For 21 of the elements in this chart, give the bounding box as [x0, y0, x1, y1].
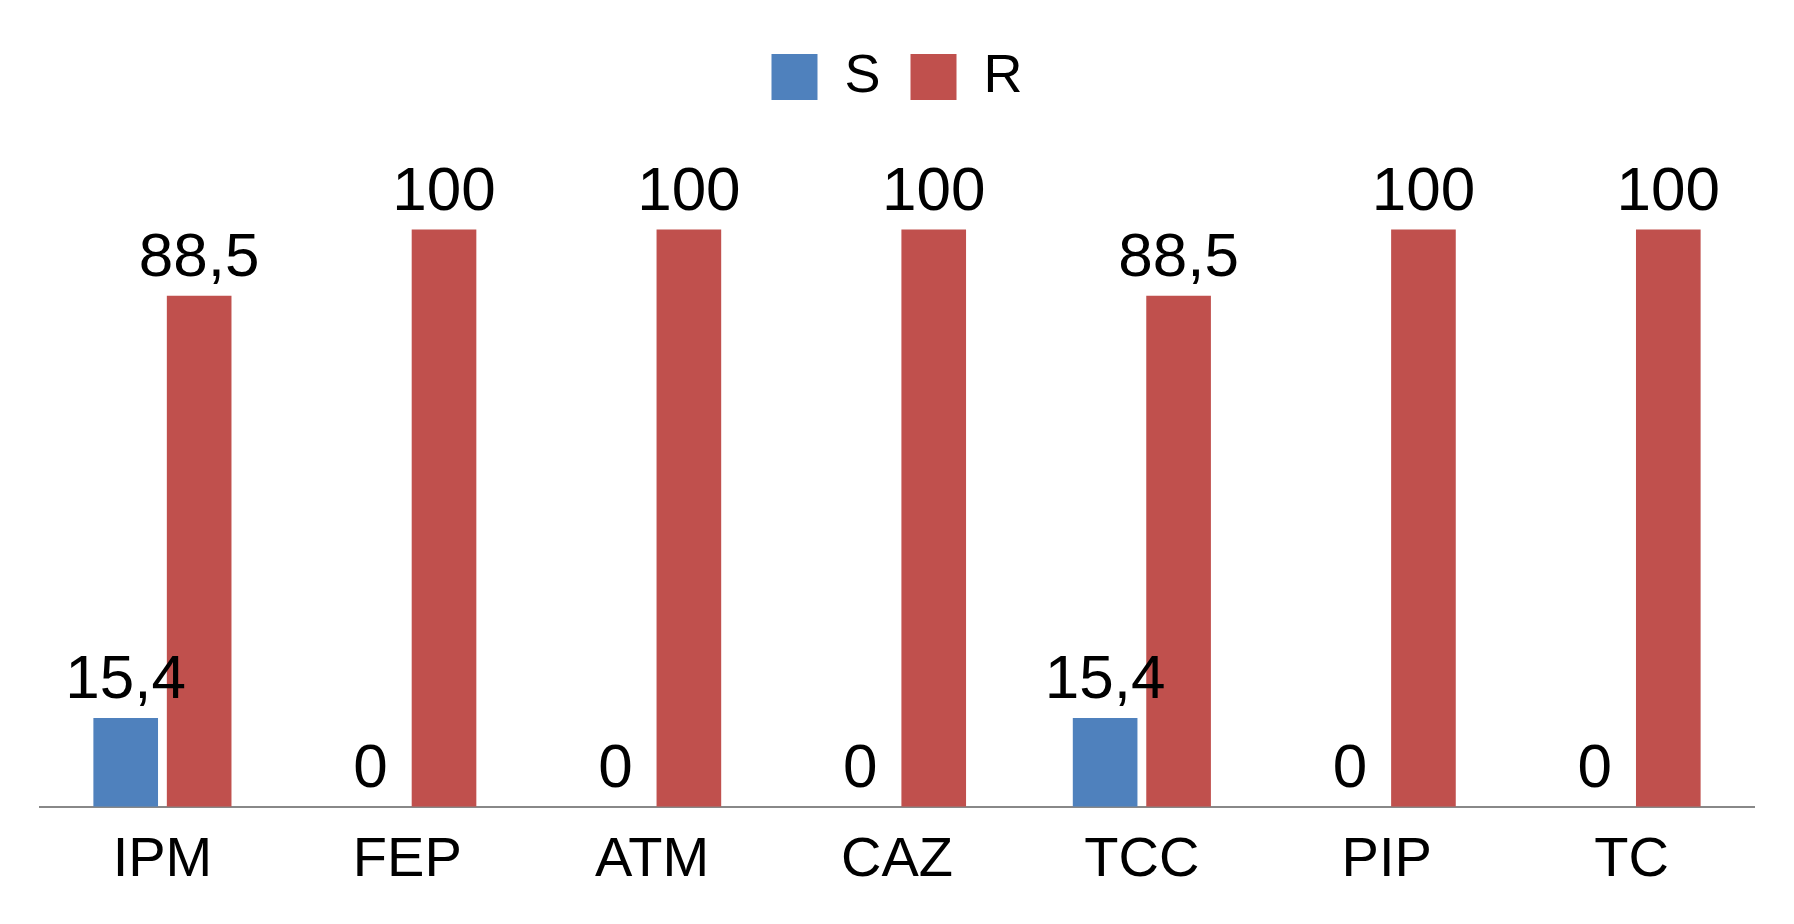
data-label: 0 [1332, 730, 1368, 800]
data-label: 0 [843, 730, 878, 800]
x-tick-label: CAZ [841, 824, 953, 888]
data-label: 100 [882, 153, 986, 223]
x-tick-label: ATM [595, 824, 710, 888]
x-tick-label: PIP [1341, 824, 1432, 888]
data-label: 88,5 [138, 219, 260, 289]
legend-label: S [844, 42, 881, 103]
data-label: 100 [1616, 153, 1721, 223]
x-tick-label: FEP [352, 824, 462, 888]
x-tick-label: TC [1594, 824, 1669, 888]
data-label: 100 [1371, 153, 1476, 223]
data-label: 0 [353, 730, 388, 800]
x-tick-label: TCC [1084, 824, 1200, 888]
data-label: 0 [1577, 730, 1613, 800]
data-label: 100 [637, 153, 741, 223]
x-tick-label: IPM [112, 824, 213, 888]
data-label: 100 [392, 153, 496, 223]
data-label: 0 [598, 730, 633, 800]
data-label: 88,5 [1118, 219, 1239, 289]
legend-label: R [983, 42, 1023, 103]
